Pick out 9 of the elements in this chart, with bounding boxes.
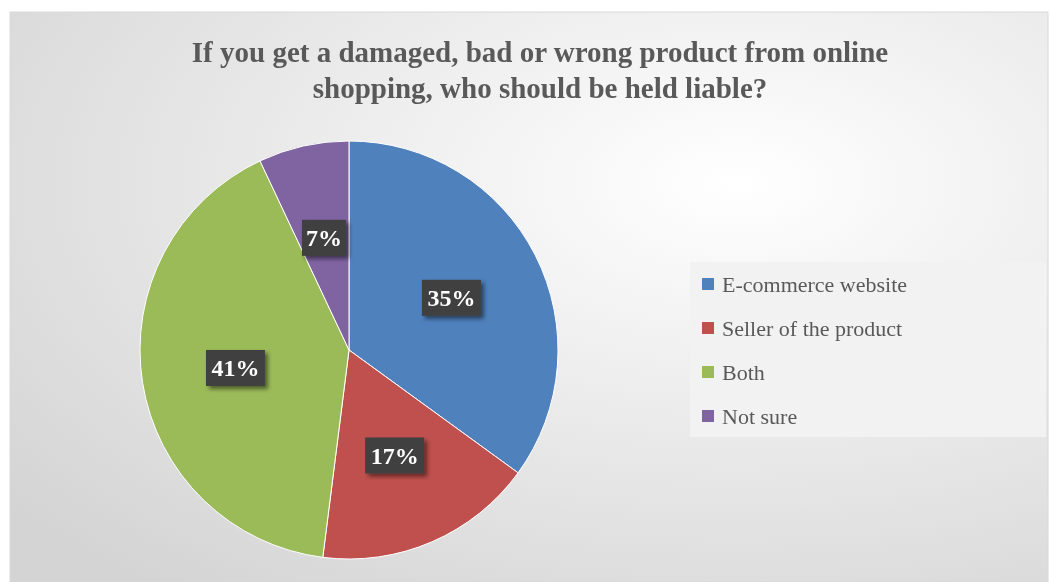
data-label: 35%: [427, 285, 476, 312]
data-label: 7%: [305, 225, 342, 252]
legend-label: E-commerce website: [722, 271, 908, 297]
chart-title: If you get a damaged, bad or wrong product from online shopping, who should be held liable?: [191, 36, 889, 104]
legend-label: Seller of the product: [722, 315, 903, 341]
legend-label: Both: [722, 359, 765, 385]
data-label: 41%: [211, 355, 260, 382]
data-label: 17%: [370, 442, 419, 469]
legend-label: Not sure: [722, 403, 798, 429]
